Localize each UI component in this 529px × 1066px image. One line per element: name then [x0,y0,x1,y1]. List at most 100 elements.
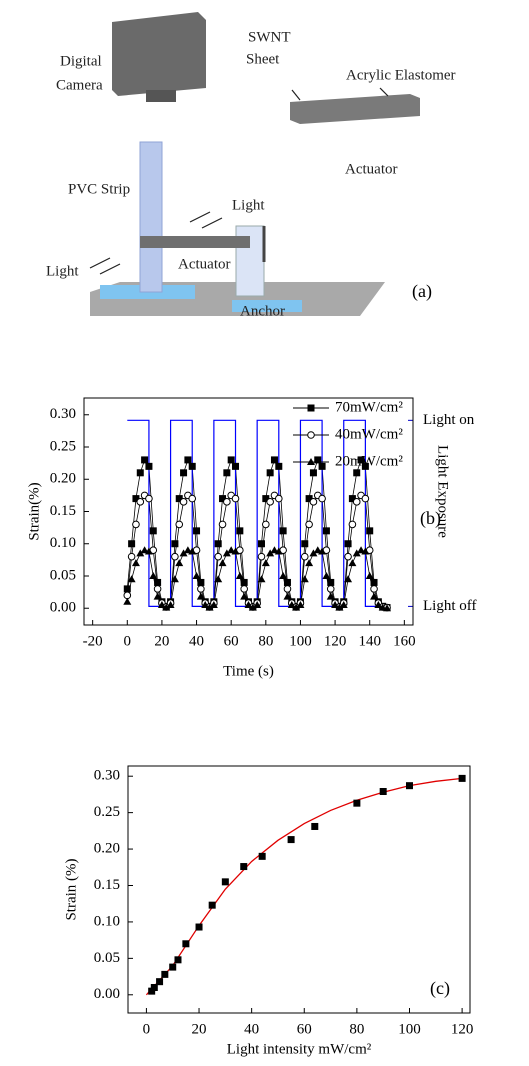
marker [283,585,292,593]
marker [127,552,136,561]
marker [223,498,231,506]
pad [232,300,302,312]
y-tick-label: 0.20 [50,471,76,487]
marker [136,469,144,477]
marker [266,549,275,557]
y-tick-label: 0.05 [94,950,120,966]
y-tick-label: 0.00 [50,600,76,616]
marker [175,495,183,503]
x-axis-title: Time (s) [223,663,274,679]
plot-frame [83,397,414,626]
marker [383,604,392,612]
marker [370,578,378,586]
x-tick-label: 140 [358,633,381,649]
marker [227,456,235,464]
marker [174,956,182,964]
marker [149,527,157,535]
x-tick-label: 40 [244,1021,259,1037]
marker [222,549,231,557]
marker [309,498,318,506]
marker [296,601,305,609]
x-tick-label: 160 [393,633,416,649]
marker [183,546,192,554]
panel-label: (b) [420,508,441,529]
marker [279,571,288,579]
marker [361,462,369,470]
marker [262,520,270,529]
x-tick-label: 80 [258,633,273,649]
marker [182,940,190,948]
marker [140,546,149,554]
legend-label: 40mW/cm² [335,426,403,442]
marker [240,578,248,586]
marker [348,495,356,503]
marker [123,597,132,605]
marker [201,601,210,609]
marker [214,540,222,548]
marker [180,469,188,477]
camera-body [112,12,206,96]
marker [153,585,162,593]
y-tick-label: 0.00 [94,986,120,1002]
y-tick-label: 0.05 [50,567,76,583]
x-tick-label: 100 [289,633,312,649]
x-tick-label: 80 [349,1021,364,1037]
marker [361,547,370,555]
marker [326,592,335,600]
marker [352,498,361,506]
x-tick-label: 120 [451,1021,474,1037]
marker [283,592,292,600]
marker [179,498,188,506]
marker [309,469,317,477]
marker [348,559,357,567]
marker [370,585,378,593]
x-tick-label: 40 [189,633,204,649]
marker [145,494,153,503]
marker [357,546,366,554]
marker [166,601,175,609]
marker [370,592,379,600]
marker [344,540,352,548]
marker [366,527,374,535]
marker [266,498,274,506]
marker [188,462,196,470]
x-tick-label: 0 [143,1021,151,1037]
marker [195,923,203,931]
marker [313,546,322,554]
marker [227,546,236,554]
marker [270,546,279,554]
diagram-label: Digital [60,53,102,69]
marker [353,799,361,807]
diagram-label: Light [232,197,265,213]
marker [335,603,344,611]
panel-label: (c) [430,978,450,999]
marker [275,462,283,470]
marker [145,462,153,470]
marker [197,585,205,593]
pvc-strip [139,141,163,293]
marker [197,578,205,586]
marker [132,495,140,503]
marker [279,527,287,535]
marker [205,603,214,611]
marker [219,495,227,503]
y-axis-title: Strain(%) [26,482,42,540]
plot-area [145,777,463,996]
marker [156,978,164,986]
marker [240,585,248,593]
marker [123,591,132,600]
x-tick-label: 60 [224,633,239,649]
marker [287,836,295,844]
marker [300,552,309,561]
marker [169,963,177,971]
diagram-label: Actuator [345,161,397,177]
actuator-bar [140,236,250,248]
marker [258,852,266,860]
x-tick-label: 100 [398,1021,421,1037]
marker [240,592,249,600]
marker [257,575,266,583]
series-line [145,777,463,996]
marker [209,601,218,609]
marker [150,983,158,991]
marker [331,601,340,609]
